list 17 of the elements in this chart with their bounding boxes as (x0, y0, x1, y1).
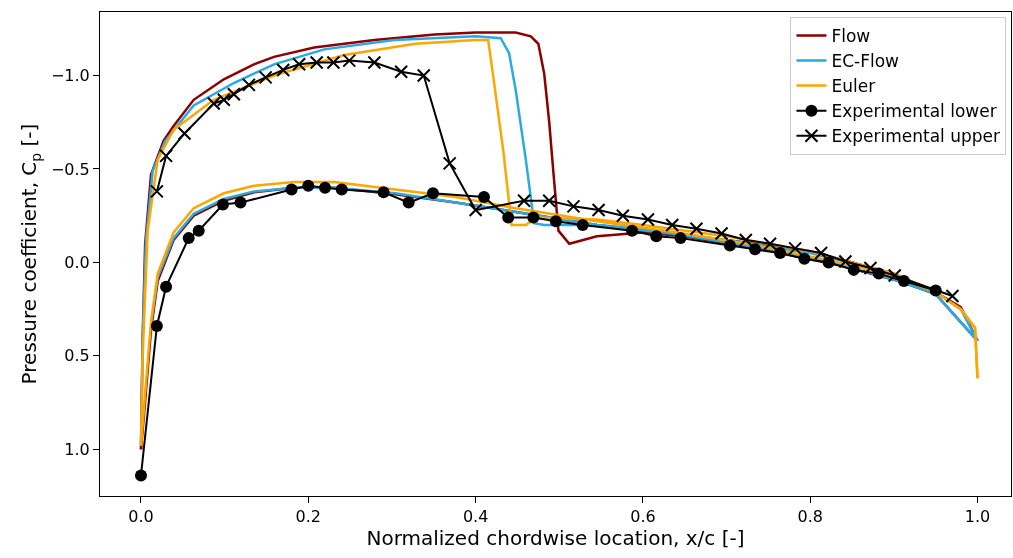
y-tick-label: −0.5 (50, 159, 90, 179)
y-tick-label: 0.0 (64, 253, 90, 273)
y-tick-label: −1.0 (50, 66, 90, 86)
x-tick-label: 0.0 (128, 507, 154, 527)
legend-label: EC-Flow (831, 51, 900, 72)
y-tick-label: 1.0 (64, 439, 90, 459)
x-tick-label: 0.4 (462, 507, 489, 527)
legend-label: Experimental lower (831, 101, 997, 122)
x-tick-label: 1.0 (964, 507, 991, 527)
legend-label: Flow (831, 26, 871, 47)
legend-label: Euler (831, 76, 876, 97)
x-tick-label: 0.8 (797, 507, 823, 527)
legend-label: Experimental upper (831, 126, 1001, 147)
x-tick-label: 0.2 (295, 507, 322, 527)
x-axis-title: Normalized chordwise location, x/c [-] (366, 526, 745, 551)
x-tick-label: 0.6 (630, 507, 656, 527)
y-tick-label: 0.5 (64, 346, 90, 366)
